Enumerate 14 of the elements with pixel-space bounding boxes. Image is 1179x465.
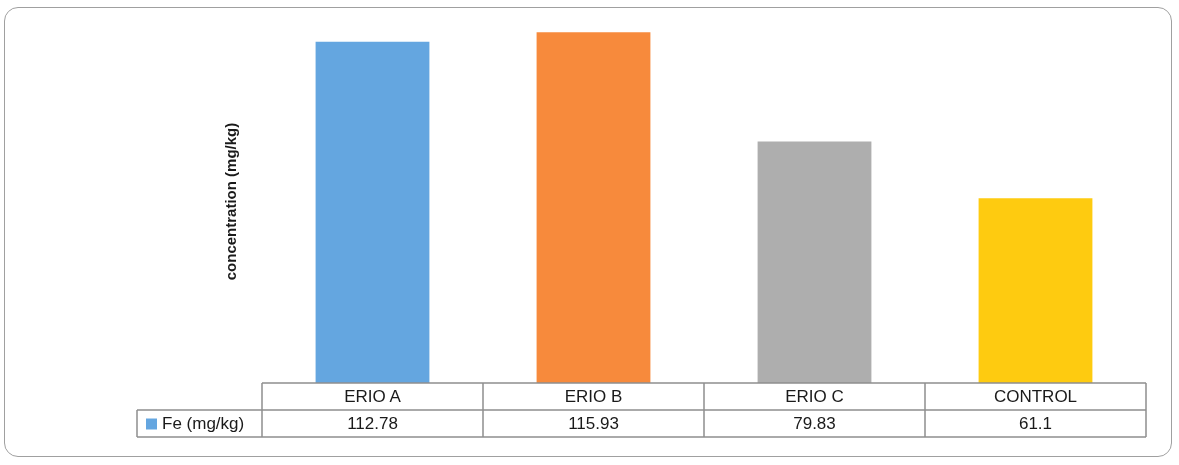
data-label: 79.83 <box>793 414 836 434</box>
x-tick-label: ERIO A <box>344 387 402 407</box>
y-axis-title: concentration (mg/kg) <box>222 122 240 281</box>
bar <box>757 141 872 383</box>
data-label: 115.93 <box>568 414 619 434</box>
bar <box>978 198 1093 383</box>
data-label: 61.1 <box>1018 414 1053 434</box>
bar <box>536 32 651 383</box>
bar <box>315 41 430 383</box>
x-tick-label: CONTROL <box>993 387 1078 407</box>
x-tick-label: ERIO B <box>564 387 623 407</box>
legend-label: Fe (mg/kg) <box>162 414 245 434</box>
x-tick-label: ERIO C <box>785 387 844 407</box>
data-label: 112.78 <box>347 414 398 434</box>
